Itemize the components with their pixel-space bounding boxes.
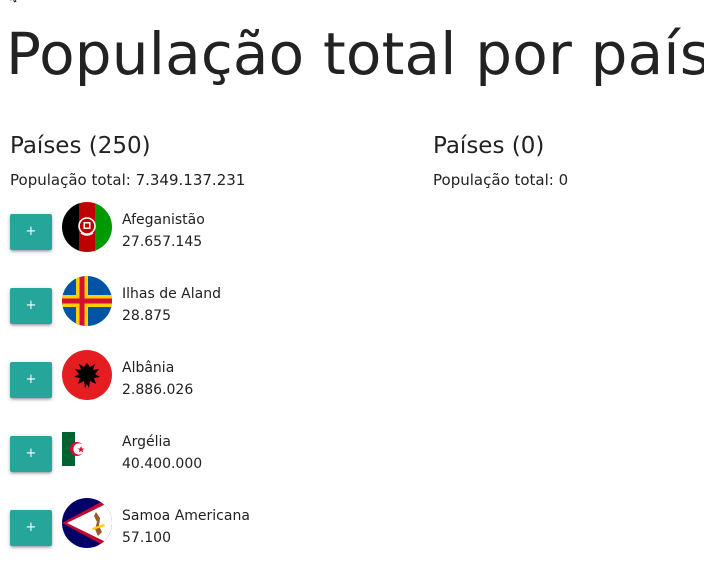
algeria-flag-icon — [62, 424, 112, 474]
country-population: 2.886.026 — [122, 380, 193, 400]
favorites-heading: Países (0) — [433, 129, 693, 163]
add-country-button[interactable]: + — [10, 510, 52, 546]
aland-islands-flag-icon — [62, 276, 112, 326]
albania-flag-icon — [62, 350, 112, 400]
afghanistan-flag-icon — [62, 202, 112, 252]
country-name: Samoa Americana — [122, 506, 250, 526]
add-country-button[interactable]: + — [10, 214, 52, 250]
country-population: 40.400.000 — [122, 454, 202, 474]
country-population: 28.875 — [122, 306, 171, 326]
list-item: + Ilhas de Aland 28.875 — [10, 276, 410, 350]
add-country-button[interactable]: + — [10, 436, 52, 472]
countries-total-population: População total: 7.349.137.231 — [10, 169, 410, 191]
country-population: 57.100 — [122, 528, 171, 548]
countries-heading: Países (250) — [10, 129, 410, 163]
country-name: Afeganistão — [122, 210, 205, 230]
page-title: População total por país — [6, 14, 704, 94]
country-list: + Afeganistão 27.657.145 + — [10, 202, 410, 568]
add-country-button[interactable]: + — [10, 288, 52, 324]
country-name: Ilhas de Aland — [122, 284, 221, 304]
american-samoa-flag-icon — [62, 498, 112, 548]
list-item: + Afeganistão 27.657.145 — [10, 202, 410, 276]
country-population: 27.657.145 — [122, 232, 202, 252]
cursor-icon — [10, 0, 20, 4]
country-name: Albânia — [122, 358, 174, 378]
countries-panel: Países (250) População total: 7.349.137.… — [10, 129, 410, 191]
favorites-total-population: População total: 0 — [433, 169, 693, 191]
list-item: + Samoa Americana 57.100 — [10, 498, 410, 568]
list-item: + Albânia 2.886.026 — [10, 350, 410, 424]
country-name: Argélia — [122, 432, 171, 452]
favorites-panel: Países (0) População total: 0 — [433, 129, 693, 191]
list-item: + Argélia 40.400.000 — [10, 424, 410, 498]
add-country-button[interactable]: + — [10, 362, 52, 398]
